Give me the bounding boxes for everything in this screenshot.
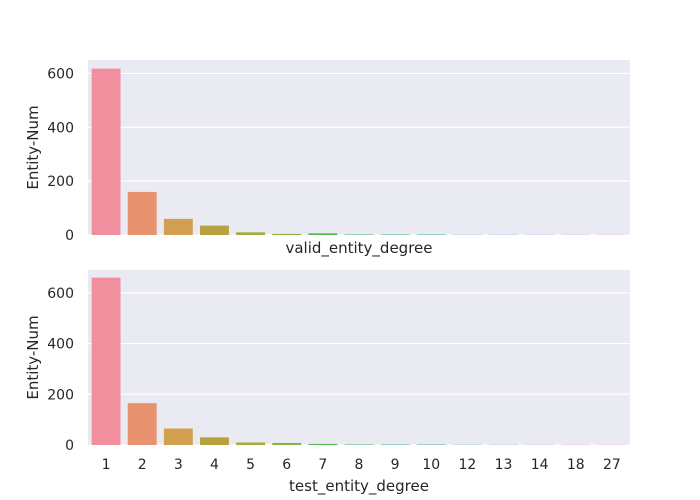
bar-3 — [163, 218, 193, 235]
x-tick-label: 3 — [174, 457, 183, 473]
y-tick-label: 200 — [47, 174, 74, 190]
bar-3 — [163, 428, 193, 445]
bar-6 — [272, 442, 302, 445]
y-axis-label: Entity-Num — [24, 105, 42, 189]
bar-8 — [344, 444, 374, 445]
y-tick-label: 200 — [47, 387, 74, 403]
bar-1 — [91, 277, 121, 445]
x-tick-label: 27 — [603, 457, 621, 473]
y-tick-label: 400 — [47, 337, 74, 353]
y-tick-label: 0 — [65, 438, 74, 454]
y-tick-label: 0 — [65, 228, 74, 244]
y-tick-label: 600 — [47, 66, 74, 82]
x-tick-label: 12 — [458, 457, 476, 473]
bar-7 — [308, 443, 338, 445]
bar-4 — [200, 225, 229, 235]
x-tick-label: 1 — [102, 457, 111, 473]
bar-9 — [380, 444, 410, 445]
x-tick-label: 13 — [495, 457, 513, 473]
bar-5 — [236, 442, 266, 445]
x-tick-label: 4 — [210, 457, 219, 473]
y-tick-label: 600 — [47, 286, 74, 302]
bar-9 — [380, 234, 410, 235]
x-tick-label: 8 — [355, 457, 364, 473]
y-axis-label: Entity-Num — [24, 315, 42, 399]
x-axis-label: test_entity_degree — [289, 477, 429, 496]
bar-10 — [416, 234, 446, 235]
bar-10 — [416, 444, 446, 445]
bar-2 — [127, 403, 157, 445]
bar-2 — [127, 191, 157, 235]
x-tick-label: 6 — [282, 457, 291, 473]
plot-area — [88, 60, 630, 235]
x-tick-label: 18 — [567, 457, 585, 473]
bar-5 — [236, 232, 266, 235]
bar-7 — [308, 233, 338, 235]
valid-entity-degree-chart: 0 200 400 600 valid_entity_degree Entity-Num — [24, 60, 630, 258]
x-tick-label: 10 — [422, 457, 440, 473]
x-tick-label: 2 — [138, 457, 147, 473]
x-tick-label: 5 — [246, 457, 255, 473]
bar-6 — [272, 233, 302, 235]
bar-8 — [344, 234, 374, 235]
x-axis-label: valid_entity_degree — [285, 239, 432, 258]
x-tick-label: 7 — [318, 457, 327, 473]
x-tick-label: 9 — [391, 457, 400, 473]
bar-4 — [200, 437, 229, 445]
plot-area — [88, 270, 630, 445]
bar-1 — [91, 68, 121, 235]
x-tick-label: 14 — [531, 457, 549, 473]
y-tick-label: 400 — [47, 120, 74, 136]
